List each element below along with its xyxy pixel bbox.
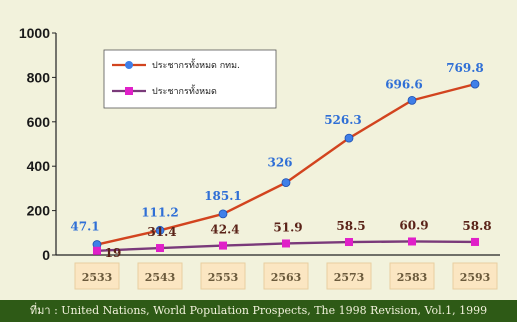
data-label: 58.5 [336, 219, 365, 233]
data-label: 111.2 [141, 205, 179, 219]
data-point-marker [155, 225, 165, 235]
legend-box [103, 49, 277, 109]
data-label: 51.9 [273, 220, 302, 234]
data-label: 326 [267, 156, 292, 170]
data-point-marker [219, 241, 227, 250]
data-point-marker [218, 209, 228, 219]
y-tick-label: 0 [42, 247, 50, 263]
x-category-box [326, 262, 372, 290]
data-point-marker [282, 239, 290, 248]
data-point-marker [156, 244, 164, 253]
source-note: ที่มา : United Nations, World Population… [0, 300, 517, 322]
line-chart: 0 200 400 600 800 1000 47.1 111.2 185.1 326 526.3… [18, 25, 500, 290]
legend-label: ประชากรทั้งหมด [152, 84, 217, 97]
axes [52, 32, 500, 256]
data-point-marker [471, 237, 479, 246]
data-point-marker [344, 133, 354, 143]
legend-swatch-marker [125, 87, 133, 95]
y-tick-label: 200 [27, 203, 51, 219]
data-point-marker [93, 246, 101, 255]
y-tick-labels: 0 200 400 600 800 1000 [19, 25, 50, 263]
x-category-box [137, 262, 183, 290]
data-labels: 47.1 111.2 185.1 326 526.3 696.6 769.8 19 31.4 42… [70, 61, 491, 260]
x-category-box [263, 262, 309, 290]
x-tick-labels: 2533 2543 2553 2563 2573 2583 2593 [74, 262, 498, 290]
x-tick-label: 2533 [82, 271, 113, 284]
legend: ประชากรทั้งหมด กทม. ประชากรทั้งหมด [103, 49, 277, 109]
data-label: 58.8 [462, 219, 491, 233]
x-category-box [200, 262, 246, 290]
data-label: 31.4 [147, 225, 176, 239]
y-tick-label: 600 [27, 114, 51, 130]
data-label: 47.1 [70, 220, 99, 234]
legend-swatch-marker [125, 61, 133, 69]
x-tick-label: 2563 [271, 271, 302, 284]
data-label: 42.4 [210, 223, 239, 237]
data-label: 60.9 [399, 218, 428, 232]
data-point-marker [345, 238, 353, 247]
data-point-marker [408, 237, 416, 246]
data-label: 19 [105, 246, 122, 260]
data-point-marker [407, 95, 417, 105]
x-tick-label: 2553 [208, 271, 239, 284]
x-tick-label: 2543 [145, 271, 176, 284]
x-tick-label: 2593 [460, 271, 491, 284]
data-point-marker [470, 79, 480, 89]
data-point-marker [281, 178, 291, 188]
legend-label: ประชากรทั้งหมด กทม. [152, 58, 240, 71]
x-category-box [452, 262, 498, 290]
data-label: 696.6 [385, 77, 423, 91]
data-label: 185.1 [204, 189, 242, 203]
x-tick-label: 2573 [334, 271, 365, 284]
y-tick-label: 800 [27, 69, 51, 85]
x-category-box [389, 262, 435, 290]
series-markers [92, 79, 480, 255]
x-category-box [74, 262, 120, 290]
x-tick-label: 2583 [397, 271, 428, 284]
y-tick-label: 400 [27, 158, 51, 174]
data-label: 769.8 [446, 61, 484, 75]
y-tick-label: 1000 [19, 25, 50, 41]
data-label: 526.3 [324, 113, 362, 127]
